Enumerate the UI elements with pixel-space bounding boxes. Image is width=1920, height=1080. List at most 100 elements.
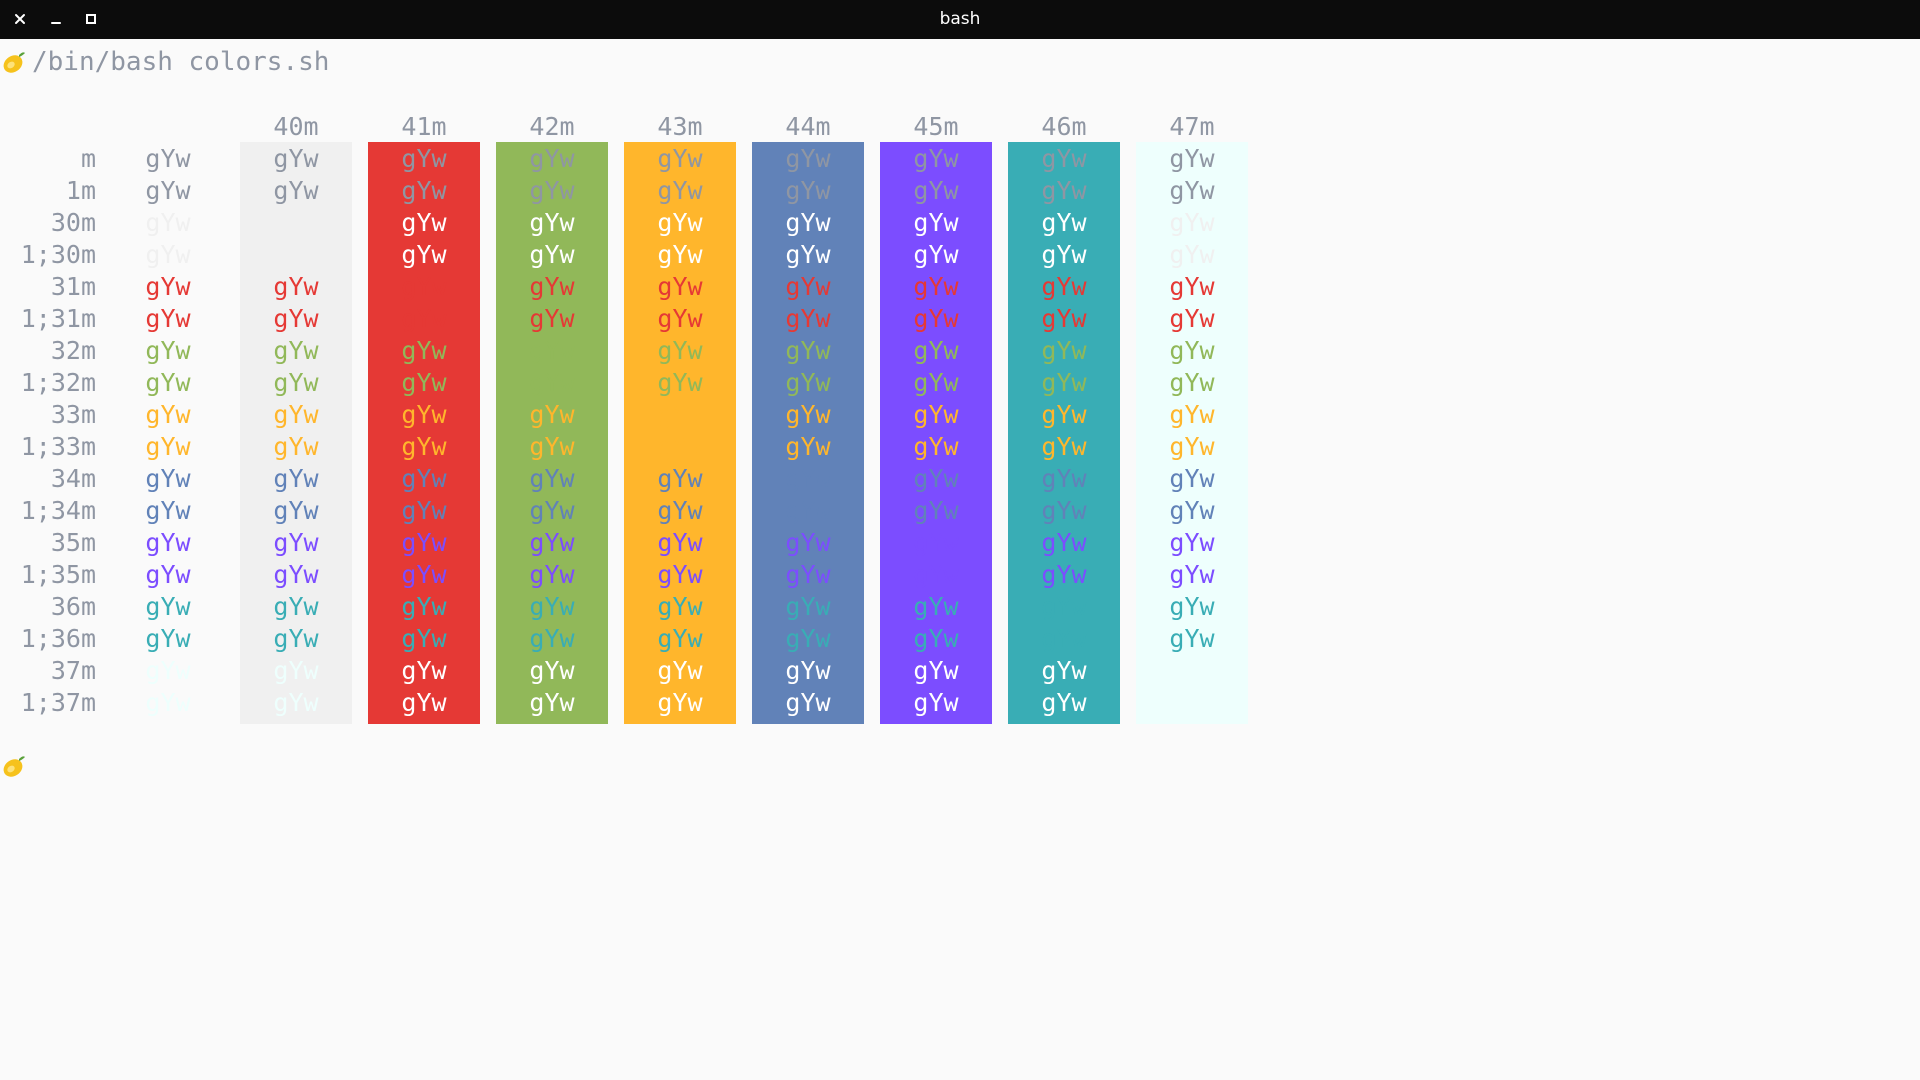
color-sample: gYw bbox=[1169, 272, 1215, 301]
color-sample: gYw bbox=[273, 176, 319, 205]
color-sample: gYw bbox=[913, 240, 959, 269]
color-sample: gYw bbox=[785, 176, 831, 205]
color-sample: gYw bbox=[145, 592, 191, 621]
column-header: 41m bbox=[401, 112, 447, 141]
color-sample: gYw bbox=[401, 560, 447, 589]
row-label: 34m bbox=[50, 464, 96, 493]
color-sample: gYw bbox=[145, 528, 191, 557]
color-sample: gYw bbox=[913, 336, 959, 365]
color-sample: gYw bbox=[401, 624, 447, 653]
minimize-button[interactable] bbox=[45, 8, 67, 30]
color-sample: gYw bbox=[529, 496, 575, 525]
color-sample: gYw bbox=[273, 496, 319, 525]
color-sample: gYw bbox=[913, 528, 959, 557]
color-sample: gYw bbox=[785, 624, 831, 653]
row-label: 1;37m bbox=[20, 688, 96, 717]
color-sample: gYw bbox=[657, 176, 703, 205]
color-sample: gYw bbox=[529, 368, 575, 397]
row-label: 32m bbox=[50, 336, 96, 365]
color-sample: gYw bbox=[657, 304, 703, 333]
color-sample: gYw bbox=[273, 144, 319, 173]
color-sample: gYw bbox=[145, 176, 191, 205]
color-sample: gYw bbox=[145, 336, 191, 365]
color-sample: gYw bbox=[145, 368, 191, 397]
color-sample: gYw bbox=[145, 240, 191, 269]
color-sample: gYw bbox=[1169, 208, 1215, 237]
row-label: 36m bbox=[50, 592, 96, 621]
minimize-icon bbox=[50, 13, 62, 25]
color-sample: gYw bbox=[785, 144, 831, 173]
color-sample: gYw bbox=[529, 464, 575, 493]
color-sample: gYw bbox=[657, 400, 703, 429]
row-label: 33m bbox=[50, 400, 96, 429]
color-sample: gYw bbox=[785, 464, 831, 493]
color-sample: gYw bbox=[401, 528, 447, 557]
color-sample: gYw bbox=[1041, 400, 1087, 429]
color-sample: gYw bbox=[913, 432, 959, 461]
color-sample: gYw bbox=[1041, 528, 1087, 557]
row-label: 1;36m bbox=[20, 624, 96, 653]
color-sample: gYw bbox=[401, 304, 447, 333]
column-header: 46m bbox=[1041, 112, 1087, 141]
color-sample: gYw bbox=[785, 528, 831, 557]
color-sample: gYw bbox=[785, 592, 831, 621]
color-sample: gYw bbox=[785, 304, 831, 333]
color-sample: gYw bbox=[401, 464, 447, 493]
color-sample: gYw bbox=[401, 336, 447, 365]
color-sample: gYw bbox=[657, 624, 703, 653]
terminal-area[interactable]: /bin/bash colors.sh 40m 41m 42m 43m 44m 45m 46… bbox=[0, 39, 1920, 1080]
color-sample: gYw bbox=[913, 208, 959, 237]
color-sample: gYw bbox=[401, 688, 447, 717]
maximize-button[interactable] bbox=[80, 8, 102, 30]
color-sample: gYw bbox=[529, 656, 575, 685]
color-sample: gYw bbox=[529, 560, 575, 589]
column-header: 45m bbox=[913, 112, 959, 141]
color-sample: gYw bbox=[273, 528, 319, 557]
color-sample: gYw bbox=[273, 656, 319, 685]
color-sample: gYw bbox=[529, 336, 575, 365]
color-sample: gYw bbox=[1169, 560, 1215, 589]
color-sample: gYw bbox=[657, 560, 703, 589]
color-sample: gYw bbox=[529, 208, 575, 237]
color-sample: gYw bbox=[401, 368, 447, 397]
color-sample: gYw bbox=[1041, 656, 1087, 685]
close-button[interactable] bbox=[9, 8, 31, 30]
color-sample: gYw bbox=[1041, 368, 1087, 397]
row-label: 37m bbox=[50, 656, 96, 685]
color-sample: gYw bbox=[913, 176, 959, 205]
color-sample: gYw bbox=[145, 304, 191, 333]
window-title: bash bbox=[939, 9, 981, 29]
color-sample: gYw bbox=[145, 432, 191, 461]
color-sample: gYw bbox=[145, 208, 191, 237]
background-swatch-black bbox=[240, 142, 352, 724]
color-sample: gYw bbox=[401, 656, 447, 685]
close-icon bbox=[14, 13, 26, 25]
color-sample: gYw bbox=[273, 560, 319, 589]
color-sample: gYw bbox=[529, 272, 575, 301]
color-sample: gYw bbox=[913, 272, 959, 301]
command-line: /bin/bash colors.sh bbox=[0, 46, 329, 78]
color-sample: gYw bbox=[145, 400, 191, 429]
color-sample: gYw bbox=[913, 656, 959, 685]
color-sample: gYw bbox=[1169, 144, 1215, 173]
color-sample: gYw bbox=[529, 624, 575, 653]
color-sample: gYw bbox=[401, 272, 447, 301]
color-sample: gYw bbox=[1041, 592, 1087, 621]
color-sample: gYw bbox=[529, 592, 575, 621]
color-sample: gYw bbox=[529, 528, 575, 557]
color-sample: gYw bbox=[913, 688, 959, 717]
color-sample: gYw bbox=[145, 144, 191, 173]
color-sample: gYw bbox=[1169, 400, 1215, 429]
color-sample: gYw bbox=[913, 464, 959, 493]
color-sample: gYw bbox=[401, 432, 447, 461]
color-sample: gYw bbox=[657, 592, 703, 621]
current-prompt[interactable] bbox=[0, 750, 28, 782]
color-sample: gYw bbox=[1169, 176, 1215, 205]
color-sample: gYw bbox=[657, 240, 703, 269]
color-sample: gYw bbox=[913, 592, 959, 621]
color-sample: gYw bbox=[1041, 240, 1087, 269]
color-sample: gYw bbox=[273, 336, 319, 365]
color-sample: gYw bbox=[657, 432, 703, 461]
color-sample: gYw bbox=[657, 688, 703, 717]
column-header: 44m bbox=[785, 112, 831, 141]
